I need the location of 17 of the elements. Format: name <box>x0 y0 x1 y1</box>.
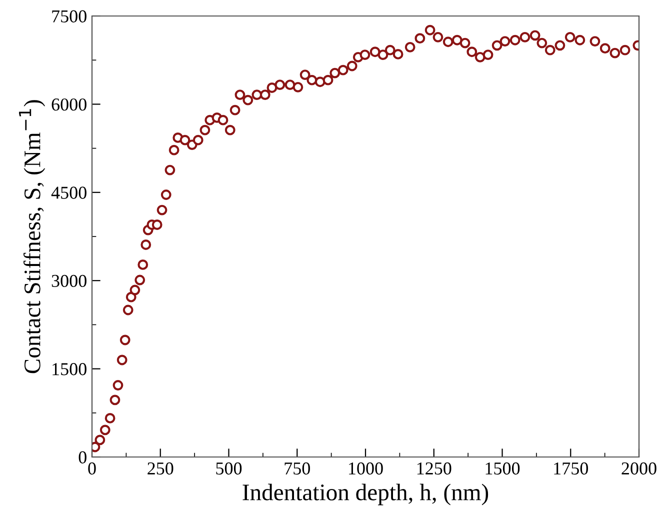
x-tick-label: 750 <box>284 462 310 475</box>
y-tick-label: 6000 <box>52 98 86 111</box>
x-tick-label: 500 <box>216 462 242 475</box>
y-tick-label: 0 <box>78 451 86 464</box>
x-axis-title: Indentation depth, h, (nm) <box>242 484 488 506</box>
y-tick-label: 1500 <box>52 363 86 376</box>
x-tick-label: 250 <box>148 462 174 475</box>
y-axis-title: Contact Stiffness, S, (Nm$^{−1}$) <box>19 100 46 374</box>
x-tick-label: 1500 <box>486 462 520 475</box>
x-tick-label: 1750 <box>554 462 588 475</box>
y-tick-label: 4500 <box>51 186 86 199</box>
x-tick-label: 2000 <box>622 462 656 475</box>
x-tick-label: 1250 <box>417 462 452 475</box>
x-tick-label: 1000 <box>349 462 383 475</box>
x-tick-label: 0 <box>88 462 96 475</box>
y-tick-label: 3000 <box>52 274 86 288</box>
y-tick-label: 7500 <box>52 10 86 22</box>
